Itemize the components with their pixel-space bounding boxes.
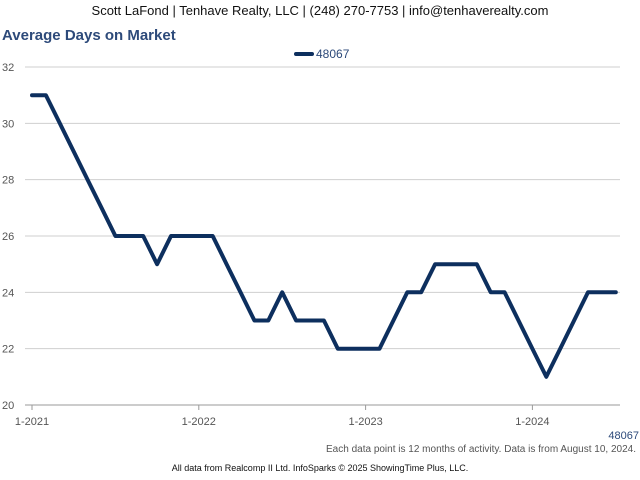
y-tick-label-30: 30 (2, 118, 14, 130)
data-point-48067-2021-03[interactable] (58, 121, 62, 125)
y-tick-label-22: 22 (2, 344, 14, 356)
data-point-48067-2022-01[interactable] (197, 234, 201, 238)
data-point-48067-2022-02[interactable] (211, 234, 215, 238)
data-point-48067-2023-10[interactable] (489, 290, 493, 294)
data-point-48067-2021-12[interactable] (183, 234, 187, 238)
data-point-48067-2022-10[interactable] (322, 319, 326, 323)
data-point-48067-2023-09[interactable] (475, 262, 479, 266)
data-point-48067-2023-05[interactable] (419, 290, 423, 294)
data-point-48067-2024-05[interactable] (586, 290, 590, 294)
data-point-48067-2021-06[interactable] (100, 206, 104, 210)
data-point-48067-2021-01[interactable] (30, 93, 34, 97)
data-point-48067-2022-11[interactable] (336, 347, 340, 351)
footnote: Each data point is 12 months of activity… (326, 444, 636, 455)
x-tick-label-1-2023: 1-2023 (348, 416, 382, 428)
y-tick-label-32: 32 (2, 62, 14, 74)
data-point-48067-2023-07[interactable] (447, 262, 451, 266)
data-point-48067-2022-04[interactable] (239, 290, 243, 294)
data-point-48067-2022-06[interactable] (266, 319, 270, 323)
data-point-48067-2021-11[interactable] (169, 234, 173, 238)
data-point-48067-2024-04[interactable] (572, 319, 576, 323)
data-point-48067-2023-03[interactable] (391, 319, 395, 323)
data-point-48067-2023-01[interactable] (364, 347, 368, 351)
data-point-48067-2024-07[interactable] (614, 290, 618, 294)
data-point-48067-2023-11[interactable] (503, 290, 507, 294)
data-point-48067-2023-04[interactable] (405, 290, 409, 294)
grid-lines (25, 66, 620, 406)
data-point-48067-2021-08[interactable] (127, 234, 131, 238)
y-tick-label-24: 24 (2, 287, 14, 299)
y-tick-label-20: 20 (2, 400, 14, 412)
data-point-48067-2022-07[interactable] (280, 290, 284, 294)
data-point-48067-2024-02[interactable] (544, 375, 548, 379)
data-point-48067-2022-09[interactable] (308, 319, 312, 323)
data-point-48067-2024-03[interactable] (558, 347, 562, 351)
data-point-48067-2024-06[interactable] (600, 290, 604, 294)
y-tick-label-28: 28 (2, 175, 14, 187)
chart-legend[interactable]: 48067 (294, 47, 350, 61)
data-point-48067-2023-12[interactable] (517, 319, 521, 323)
legend-label-48067: 48067 (316, 47, 350, 61)
data-point-48067-2022-12[interactable] (350, 347, 354, 351)
header-bar: Scott LaFond | Tenhave Realty, LLC | (24… (0, 0, 640, 22)
series-line-48067[interactable] (30, 93, 618, 379)
axes: 20 22 24 26 28 30 32 1-2021 1-2022 1-2023 1-2024 (2, 62, 550, 428)
data-point-48067-2021-10[interactable] (155, 262, 159, 266)
x-tick-label-1-2021: 1-2021 (15, 416, 49, 428)
data-point-48067-2021-02[interactable] (44, 93, 48, 97)
data-point-48067-2022-08[interactable] (294, 319, 298, 323)
data-point-48067-2021-07[interactable] (113, 234, 117, 238)
data-point-48067-2021-04[interactable] (72, 150, 76, 154)
data-point-48067-2021-09[interactable] (141, 234, 145, 238)
x-tick-label-1-2022: 1-2022 (182, 416, 216, 428)
series-end-label-48067: 48067 (608, 430, 639, 442)
x-tick-label-1-2024: 1-2024 (515, 416, 549, 428)
data-point-48067-2021-05[interactable] (86, 178, 90, 182)
footer-credits: All data from Realcomp II Ltd. InfoSpark… (171, 463, 469, 473)
data-point-48067-2023-06[interactable] (433, 262, 437, 266)
data-point-48067-2022-03[interactable] (225, 262, 229, 266)
data-point-48067-2022-05[interactable] (252, 319, 256, 323)
data-point-48067-2024-01[interactable] (530, 347, 534, 351)
chart-title: Average Days on Market (2, 27, 176, 44)
series-layer (30, 93, 618, 379)
y-tick-label-26: 26 (2, 231, 14, 243)
data-point-48067-2023-08[interactable] (461, 262, 465, 266)
data-point-48067-2023-02[interactable] (378, 347, 382, 351)
header-contact-text: Scott LaFond | Tenhave Realty, LLC | (24… (91, 3, 549, 18)
